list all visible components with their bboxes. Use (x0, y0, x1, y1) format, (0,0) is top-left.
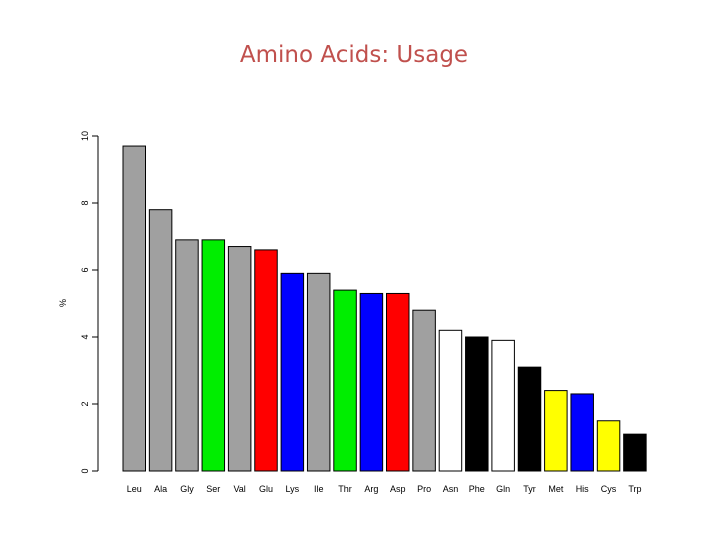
x-tick-label-his: His (576, 484, 589, 494)
x-tick-label-asp: Asp (390, 484, 406, 494)
chart-title: Amino Acids: Usage (239, 42, 469, 68)
bar-gln (491, 339, 515, 472)
x-tick-label-tyr: Tyr (523, 484, 536, 494)
bar-pro (412, 309, 436, 472)
x-tick-label-thr: Thr (338, 484, 352, 494)
x-tick-label-pro: Pro (417, 484, 431, 494)
x-tick-label-ala: Ala (154, 484, 167, 494)
y-axis: 0 2 4 6 8 10 (80, 131, 99, 474)
x-tick-label-asn: Asn (443, 484, 459, 494)
bar-trp (623, 433, 647, 472)
x-tick-label-arg: Arg (364, 484, 378, 494)
bar-ile (306, 272, 331, 472)
bars (122, 145, 647, 472)
x-tick-label-lys: Lys (286, 484, 300, 494)
bar-ala (148, 209, 173, 472)
bar-his (570, 393, 594, 472)
y-tick-label: 2 (80, 401, 90, 406)
bar-arg (359, 292, 384, 472)
x-tick-label-cys: Cys (601, 484, 617, 494)
x-tick-label-ile: Ile (314, 484, 324, 494)
bar-cys (596, 420, 621, 472)
bar-met (544, 390, 568, 472)
x-tick-labels: Leu Ala Gly Ser Val Glu Lys Ile Thr Arg Asp Pro Asn P… (127, 484, 642, 494)
bar-phe (465, 336, 489, 472)
bar-glu (254, 249, 278, 472)
x-tick-label-met: Met (548, 484, 564, 494)
x-tick-label-glu: Glu (259, 484, 273, 494)
x-tick-label-gln: Gln (496, 484, 510, 494)
bar-thr (333, 289, 357, 472)
y-tick-label: 0 (80, 468, 90, 473)
bar-asp (386, 292, 410, 472)
bar-ser (201, 239, 226, 472)
x-tick-label-phe: Phe (469, 484, 485, 494)
y-tick-label: 10 (80, 131, 90, 141)
x-tick-label-leu: Leu (127, 484, 142, 494)
y-tick-label: 6 (80, 267, 90, 272)
x-tick-label-val: Val (233, 484, 245, 494)
bar-gly (175, 239, 199, 472)
bar-lys (280, 272, 305, 472)
y-tick-label: 8 (80, 200, 90, 205)
y-axis-label: % (58, 299, 68, 307)
bar-tyr (517, 366, 542, 472)
x-tick-label-gly: Gly (180, 484, 194, 494)
bar-val (227, 246, 252, 472)
x-tick-label-trp: Trp (628, 484, 641, 494)
x-tick-label-ser: Ser (206, 484, 220, 494)
y-tick-label: 4 (80, 334, 90, 339)
bar-asn (438, 329, 463, 472)
bar-leu (122, 145, 146, 472)
